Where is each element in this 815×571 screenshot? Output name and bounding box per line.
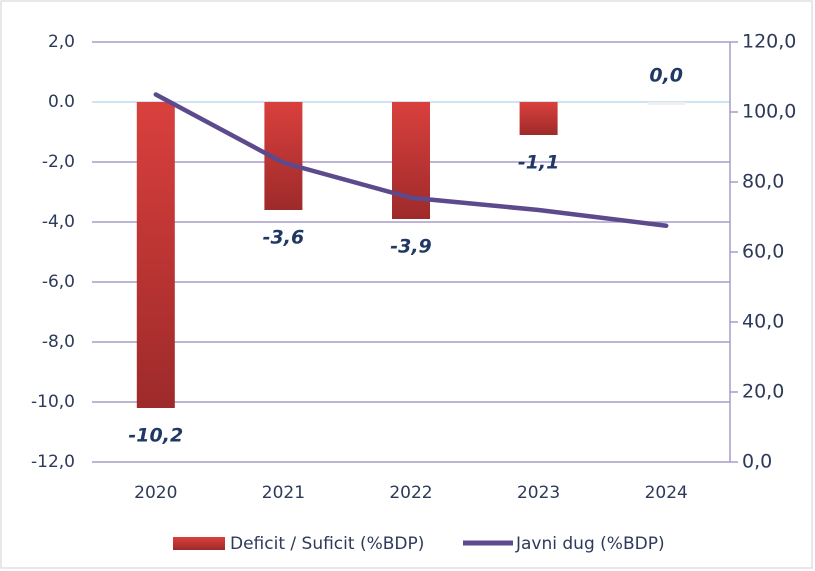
x-tick-label: 2024	[645, 483, 688, 503]
value-label: -3,9	[390, 236, 432, 258]
x-tick-label: 2021	[262, 483, 305, 503]
y-tick-label: -4,0	[42, 212, 75, 232]
y-tick-label: -2,0	[42, 152, 75, 172]
legend-label: Javni dug (%BDP)	[515, 534, 665, 554]
bar	[647, 102, 686, 105]
bar	[519, 102, 558, 135]
y-tick-label: -6,0	[42, 272, 75, 292]
y2-tick-label: 20,0	[742, 381, 784, 403]
value-label: 0,0	[649, 65, 683, 87]
x-tick-label: 2020	[134, 483, 177, 503]
legend-swatch	[173, 537, 225, 550]
value-label: -1,1	[518, 152, 560, 174]
y2-tick-label: 80,0	[742, 171, 784, 193]
y2-tick-label: 60,0	[742, 241, 784, 263]
y2-tick-label: 120,0	[742, 31, 796, 53]
x-tick-label: 2022	[389, 483, 432, 503]
legend-label: Deficit / Suficit (%BDP)	[230, 534, 424, 554]
y2-tick-label: 0,0	[742, 451, 772, 473]
y-tick-label: 0.0	[48, 92, 75, 112]
value-label: -3,6	[263, 227, 305, 249]
y-tick-label: -8,0	[42, 332, 75, 352]
bar	[392, 102, 430, 219]
y-tick-label: 2,0	[48, 32, 75, 52]
x-tick-label: 2023	[517, 483, 560, 503]
value-label: -10,2	[128, 425, 183, 447]
bar	[136, 102, 175, 408]
y-tick-label: -12,0	[31, 452, 75, 472]
line	[153, 92, 669, 228]
y2-tick-label: 100,0	[742, 101, 796, 123]
y-tick-label: -10,0	[31, 392, 75, 412]
y2-tick-label: 40,0	[742, 311, 784, 333]
